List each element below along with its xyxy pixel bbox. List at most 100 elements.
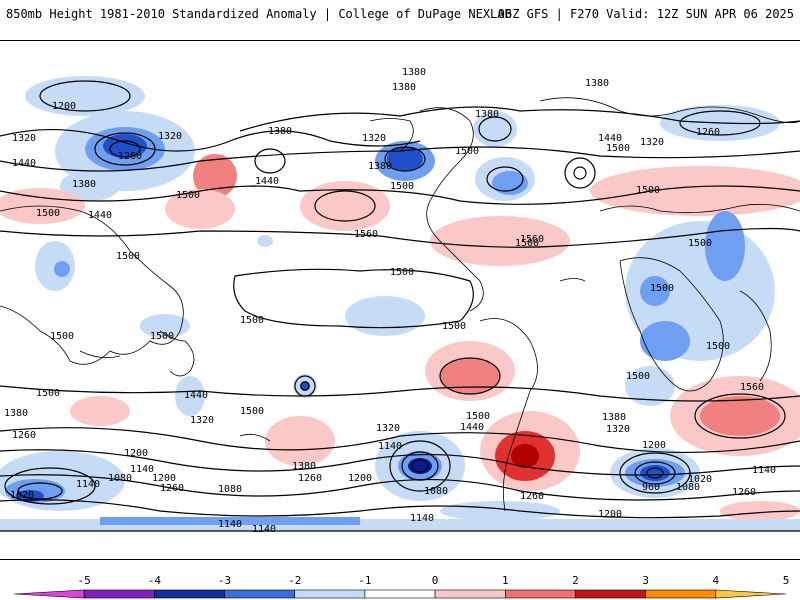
contour-label: 1200	[52, 101, 76, 112]
pos-anomaly-region	[300, 181, 390, 231]
pos-anomaly-region	[590, 166, 800, 216]
anomaly-shading	[0, 76, 800, 531]
anomaly-map: 1200 1320 1260 1440 1380 1500 1440 1320 …	[0, 67, 800, 535]
contour-label: 1440	[460, 422, 484, 433]
colorbar-tick-label: 3	[642, 574, 649, 587]
contour-label: 1200	[642, 440, 666, 451]
contour-label: 1020	[688, 474, 712, 485]
contour-label: 1260	[696, 127, 720, 138]
contour-label: 1380	[585, 78, 609, 89]
pos-anomaly-region	[70, 396, 130, 426]
coastlines	[0, 97, 800, 512]
neg-anomaly-region	[103, 134, 147, 158]
contour-label: 1440	[88, 210, 112, 221]
neg-anomaly-region	[257, 235, 273, 247]
colorbar-tick-label: -1	[358, 574, 371, 587]
colorbar-swatch	[575, 589, 646, 599]
contour-label: 1320	[190, 415, 214, 426]
contour-label: 1380	[475, 109, 499, 120]
colorbar-swatch	[13, 589, 85, 599]
contour-label: 1260	[732, 487, 756, 498]
contour-label: 1500	[455, 146, 479, 157]
contour-label: 1440	[255, 176, 279, 187]
contour-label: 1440	[598, 133, 622, 144]
colorbar-swatches	[13, 589, 787, 599]
pos-anomaly-region	[265, 416, 335, 466]
contour-label: 1320	[376, 423, 400, 434]
contour-label: 1560	[354, 229, 378, 240]
neg-anomaly-region	[25, 76, 145, 116]
contour-label: 1500	[240, 315, 264, 326]
neg-anomaly-region	[175, 376, 205, 416]
colorbar: -5 -4 -3 -2 -1 0 1 2 3 4 5	[13, 574, 789, 599]
contour-label: 1500	[442, 321, 466, 332]
contour-label: 1380	[402, 67, 426, 78]
colorbar-swatch	[154, 589, 225, 599]
neg-anomaly-region	[625, 366, 675, 406]
neg-anomaly-region	[60, 171, 120, 201]
contour-label: 1500	[240, 406, 264, 417]
contour-label: 960	[642, 482, 660, 493]
contour-label: 1500	[706, 341, 730, 352]
colorbar-swatch	[294, 589, 366, 599]
pos-anomaly-region	[440, 358, 500, 394]
contour-label: 1500	[688, 238, 712, 249]
colorbar-tick-label: -5	[78, 574, 91, 587]
contour-label: 1080	[108, 473, 132, 484]
neg-anomaly-region	[640, 321, 690, 361]
contour-label: 1260	[160, 483, 184, 494]
contour-label: 1320	[640, 137, 664, 148]
contour-label: 1500	[390, 267, 414, 278]
contour-label: 1140	[410, 513, 434, 524]
contour-label: 1260	[118, 151, 142, 162]
neg-anomaly-region	[54, 261, 70, 277]
pos-anomaly-region	[430, 216, 570, 266]
contour-label: 1260	[520, 491, 544, 502]
neg-anomaly-region	[387, 147, 423, 171]
neg-anomaly-region	[345, 296, 425, 336]
height-contours	[0, 80, 800, 532]
contour-label: 1200	[348, 473, 372, 484]
contour-label: 1440	[184, 390, 208, 401]
contour-labels: 1200 1320 1260 1440 1380 1500 1440 1320 …	[4, 67, 776, 535]
contour-label: 1500	[626, 371, 650, 382]
contour-label: 1320	[12, 133, 36, 144]
contour-label: 1260	[12, 430, 36, 441]
contour-label: 1140	[252, 524, 276, 535]
map-title: 850mb Height 1981-2010 Standardized Anom…	[6, 7, 512, 21]
colorbar-tick-label: 4	[713, 574, 720, 587]
contour-label: 1200	[598, 509, 622, 520]
contour-label: 1500	[650, 283, 674, 294]
contour-label: 1020	[10, 490, 34, 501]
neg-anomaly-region	[440, 501, 560, 521]
colorbar-tick-label: -2	[288, 574, 301, 587]
neg-anomaly-region	[300, 381, 310, 391]
contour-label: 1260	[298, 473, 322, 484]
contour-label: 1320	[158, 131, 182, 142]
contour-label: 1380	[292, 461, 316, 472]
contour-label: 1500	[150, 331, 174, 342]
contour-label: 1200	[124, 448, 148, 459]
colorbar-tick-label: -3	[218, 574, 231, 587]
contour-label: 1500	[636, 185, 660, 196]
neg-anomaly-region	[492, 171, 528, 195]
colorbar-tick-label: -4	[148, 574, 162, 587]
contour-label: 1140	[130, 464, 154, 475]
contour-label: 1500	[50, 331, 74, 342]
colorbar-swatch	[224, 589, 296, 599]
pos-anomaly-region	[511, 444, 539, 468]
contour-label: 1500	[116, 251, 140, 262]
colorbar-swatch	[504, 589, 576, 599]
neg-anomaly-region	[100, 517, 360, 525]
contour-label: 1380	[268, 126, 292, 137]
neg-anomaly-region	[705, 211, 745, 281]
neg-anomaly-region	[140, 314, 190, 338]
contour-label: 1080	[218, 484, 242, 495]
contour-label: 1140	[378, 441, 402, 452]
contour-label: 1500	[36, 208, 60, 219]
contour-label: 1380	[392, 82, 416, 93]
contour-label: 1320	[606, 424, 630, 435]
neg-anomaly-region	[640, 465, 670, 481]
contour-label: 1500	[606, 143, 630, 154]
pos-anomaly-region	[165, 189, 235, 229]
